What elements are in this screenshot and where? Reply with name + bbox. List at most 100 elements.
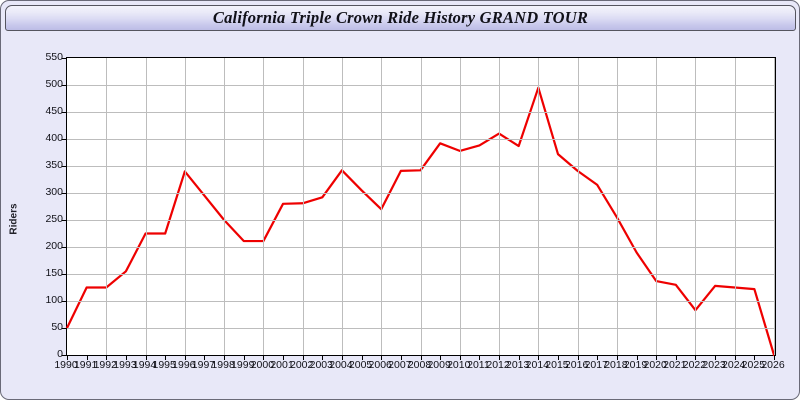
- y-axis-tick-mark: [62, 58, 67, 59]
- x-axis-tick-mark: [86, 355, 88, 360]
- gridline-vertical: [184, 58, 186, 355]
- y-axis-tick-label: 400: [45, 132, 63, 144]
- x-axis-tick-label: 2013: [506, 359, 530, 371]
- x-axis-tick-mark: [341, 355, 343, 360]
- y-axis-tick-mark: [62, 220, 67, 221]
- y-axis-tick-label: 0: [57, 348, 63, 360]
- x-axis-tick-label: 2025: [741, 359, 766, 371]
- x-axis-tick-mark: [518, 355, 520, 360]
- x-axis-tick-mark: [479, 355, 481, 360]
- y-axis-tick-label: 250: [45, 213, 63, 225]
- y-axis-tick-label: 100: [45, 294, 63, 306]
- gridline-vertical: [145, 58, 147, 355]
- page-title: California Triple Crown Ride History GRA…: [212, 8, 589, 27]
- y-axis-tick-label: 300: [45, 186, 63, 198]
- y-axis-tick-label: 200: [45, 240, 63, 252]
- x-axis-tick-label: 2016: [564, 359, 589, 371]
- y-axis-tick-mark: [62, 139, 67, 140]
- gridline-vertical: [616, 58, 618, 355]
- x-axis-tick-label: 1999: [231, 359, 255, 371]
- x-axis-tick-label: 2007: [388, 359, 412, 371]
- x-axis-tick-label: 2024: [722, 359, 746, 371]
- x-axis-tick-label: 2009: [427, 359, 451, 371]
- x-axis-tick-mark: [774, 355, 775, 360]
- x-axis-tick-label: 2000: [250, 359, 275, 371]
- gridline-vertical: [499, 58, 501, 355]
- x-axis-tick-label: 1990: [54, 359, 78, 371]
- x-axis-tick-mark: [381, 355, 383, 360]
- x-axis-tick-mark: [557, 355, 559, 360]
- x-axis-tick-mark: [715, 355, 717, 360]
- x-axis-tick-mark: [734, 355, 736, 360]
- gridline-vertical: [302, 58, 304, 355]
- x-axis-tick-label: 2015: [545, 359, 569, 371]
- x-axis-tick-label: 2008: [407, 359, 432, 371]
- x-axis-tick-mark: [224, 355, 226, 360]
- chart-title-bar: California Triple Crown Ride History GRA…: [5, 5, 796, 31]
- y-axis-tick-mark: [62, 328, 67, 329]
- x-axis-tick-label: 2004: [329, 359, 353, 371]
- x-axis-tick-label: 2026: [761, 359, 785, 371]
- x-axis-tick-mark: [695, 355, 697, 360]
- x-axis-tick-label: 2022: [682, 359, 707, 371]
- x-axis-tick-label: 2002: [289, 359, 314, 371]
- x-axis-tick-label: 1995: [152, 359, 176, 371]
- gridline-vertical: [656, 58, 658, 355]
- y-axis-tick-label: 550: [45, 51, 63, 63]
- y-axis-tick-mark: [62, 274, 67, 275]
- x-axis-tick-mark: [243, 355, 245, 360]
- x-axis-tick-label: 2014: [525, 359, 550, 371]
- x-axis-tick-mark: [754, 355, 756, 360]
- gridline-vertical: [420, 58, 422, 355]
- x-axis-tick-label: 2006: [368, 359, 392, 371]
- x-axis-tick-label: 2011: [467, 359, 490, 371]
- y-axis-tick-mark: [62, 193, 67, 194]
- gridline-vertical: [538, 58, 540, 355]
- x-axis-tick-label: 1994: [132, 359, 157, 371]
- x-axis-tick-label: 2012: [486, 359, 510, 371]
- x-axis-tick-mark: [322, 355, 324, 360]
- x-axis-tick-mark: [125, 355, 127, 360]
- gridline-vertical: [263, 58, 265, 355]
- x-axis-tick-mark: [538, 355, 540, 360]
- y-axis-tick-labels: 0 50 100 150 200 250 300 350 400 450 500 550: [7, 51, 63, 360]
- plot-area: [62, 57, 776, 360]
- y-axis-tick-mark: [62, 355, 67, 356]
- x-axis-tick-label: 2019: [623, 359, 648, 371]
- gridline-vertical: [459, 58, 461, 355]
- gridline-vertical: [224, 58, 226, 355]
- x-axis-tick-label: 2017: [584, 359, 608, 371]
- x-axis-tick-mark: [675, 355, 677, 360]
- x-axis-tick-mark: [420, 355, 422, 360]
- x-axis-tick-label: 1997: [191, 359, 216, 371]
- x-axis-tick-mark: [577, 355, 579, 360]
- x-axis-tick-label: 1998: [211, 359, 235, 371]
- x-axis-tick-mark: [616, 355, 618, 360]
- x-axis-tick-label: 2001: [270, 359, 294, 371]
- x-axis-tick-mark: [302, 355, 304, 360]
- x-axis-tick-mark: [106, 355, 108, 360]
- x-axis-tick-label: 1996: [172, 359, 196, 371]
- gridline-vertical: [381, 58, 383, 355]
- x-axis-tick-label: 1993: [113, 359, 137, 371]
- x-axis-tick-mark: [263, 355, 265, 360]
- x-axis-tick-mark: [440, 355, 442, 360]
- gridline-vertical: [341, 58, 343, 355]
- y-axis-tick-label: 350: [45, 159, 63, 171]
- x-axis-tick-label: 2010: [447, 359, 471, 371]
- y-axis-tick-mark: [62, 247, 67, 248]
- y-axis-tick-mark: [62, 301, 67, 302]
- x-axis-tick-label: 1991: [73, 359, 98, 371]
- x-axis-tick-mark: [400, 355, 402, 360]
- x-axis-tick-label: 2003: [309, 359, 333, 371]
- x-axis-tick-mark: [145, 355, 147, 360]
- x-axis-tick-label: 1992: [93, 359, 117, 371]
- x-axis-tick-label: 2005: [348, 359, 373, 371]
- x-axis-tick-label: 2023: [702, 359, 726, 371]
- gridline-vertical: [106, 58, 108, 355]
- x-axis-tick-mark: [67, 355, 68, 360]
- y-axis-tick-mark: [62, 166, 67, 167]
- x-axis-tick-mark: [636, 355, 638, 360]
- x-axis-tick-mark: [499, 355, 501, 360]
